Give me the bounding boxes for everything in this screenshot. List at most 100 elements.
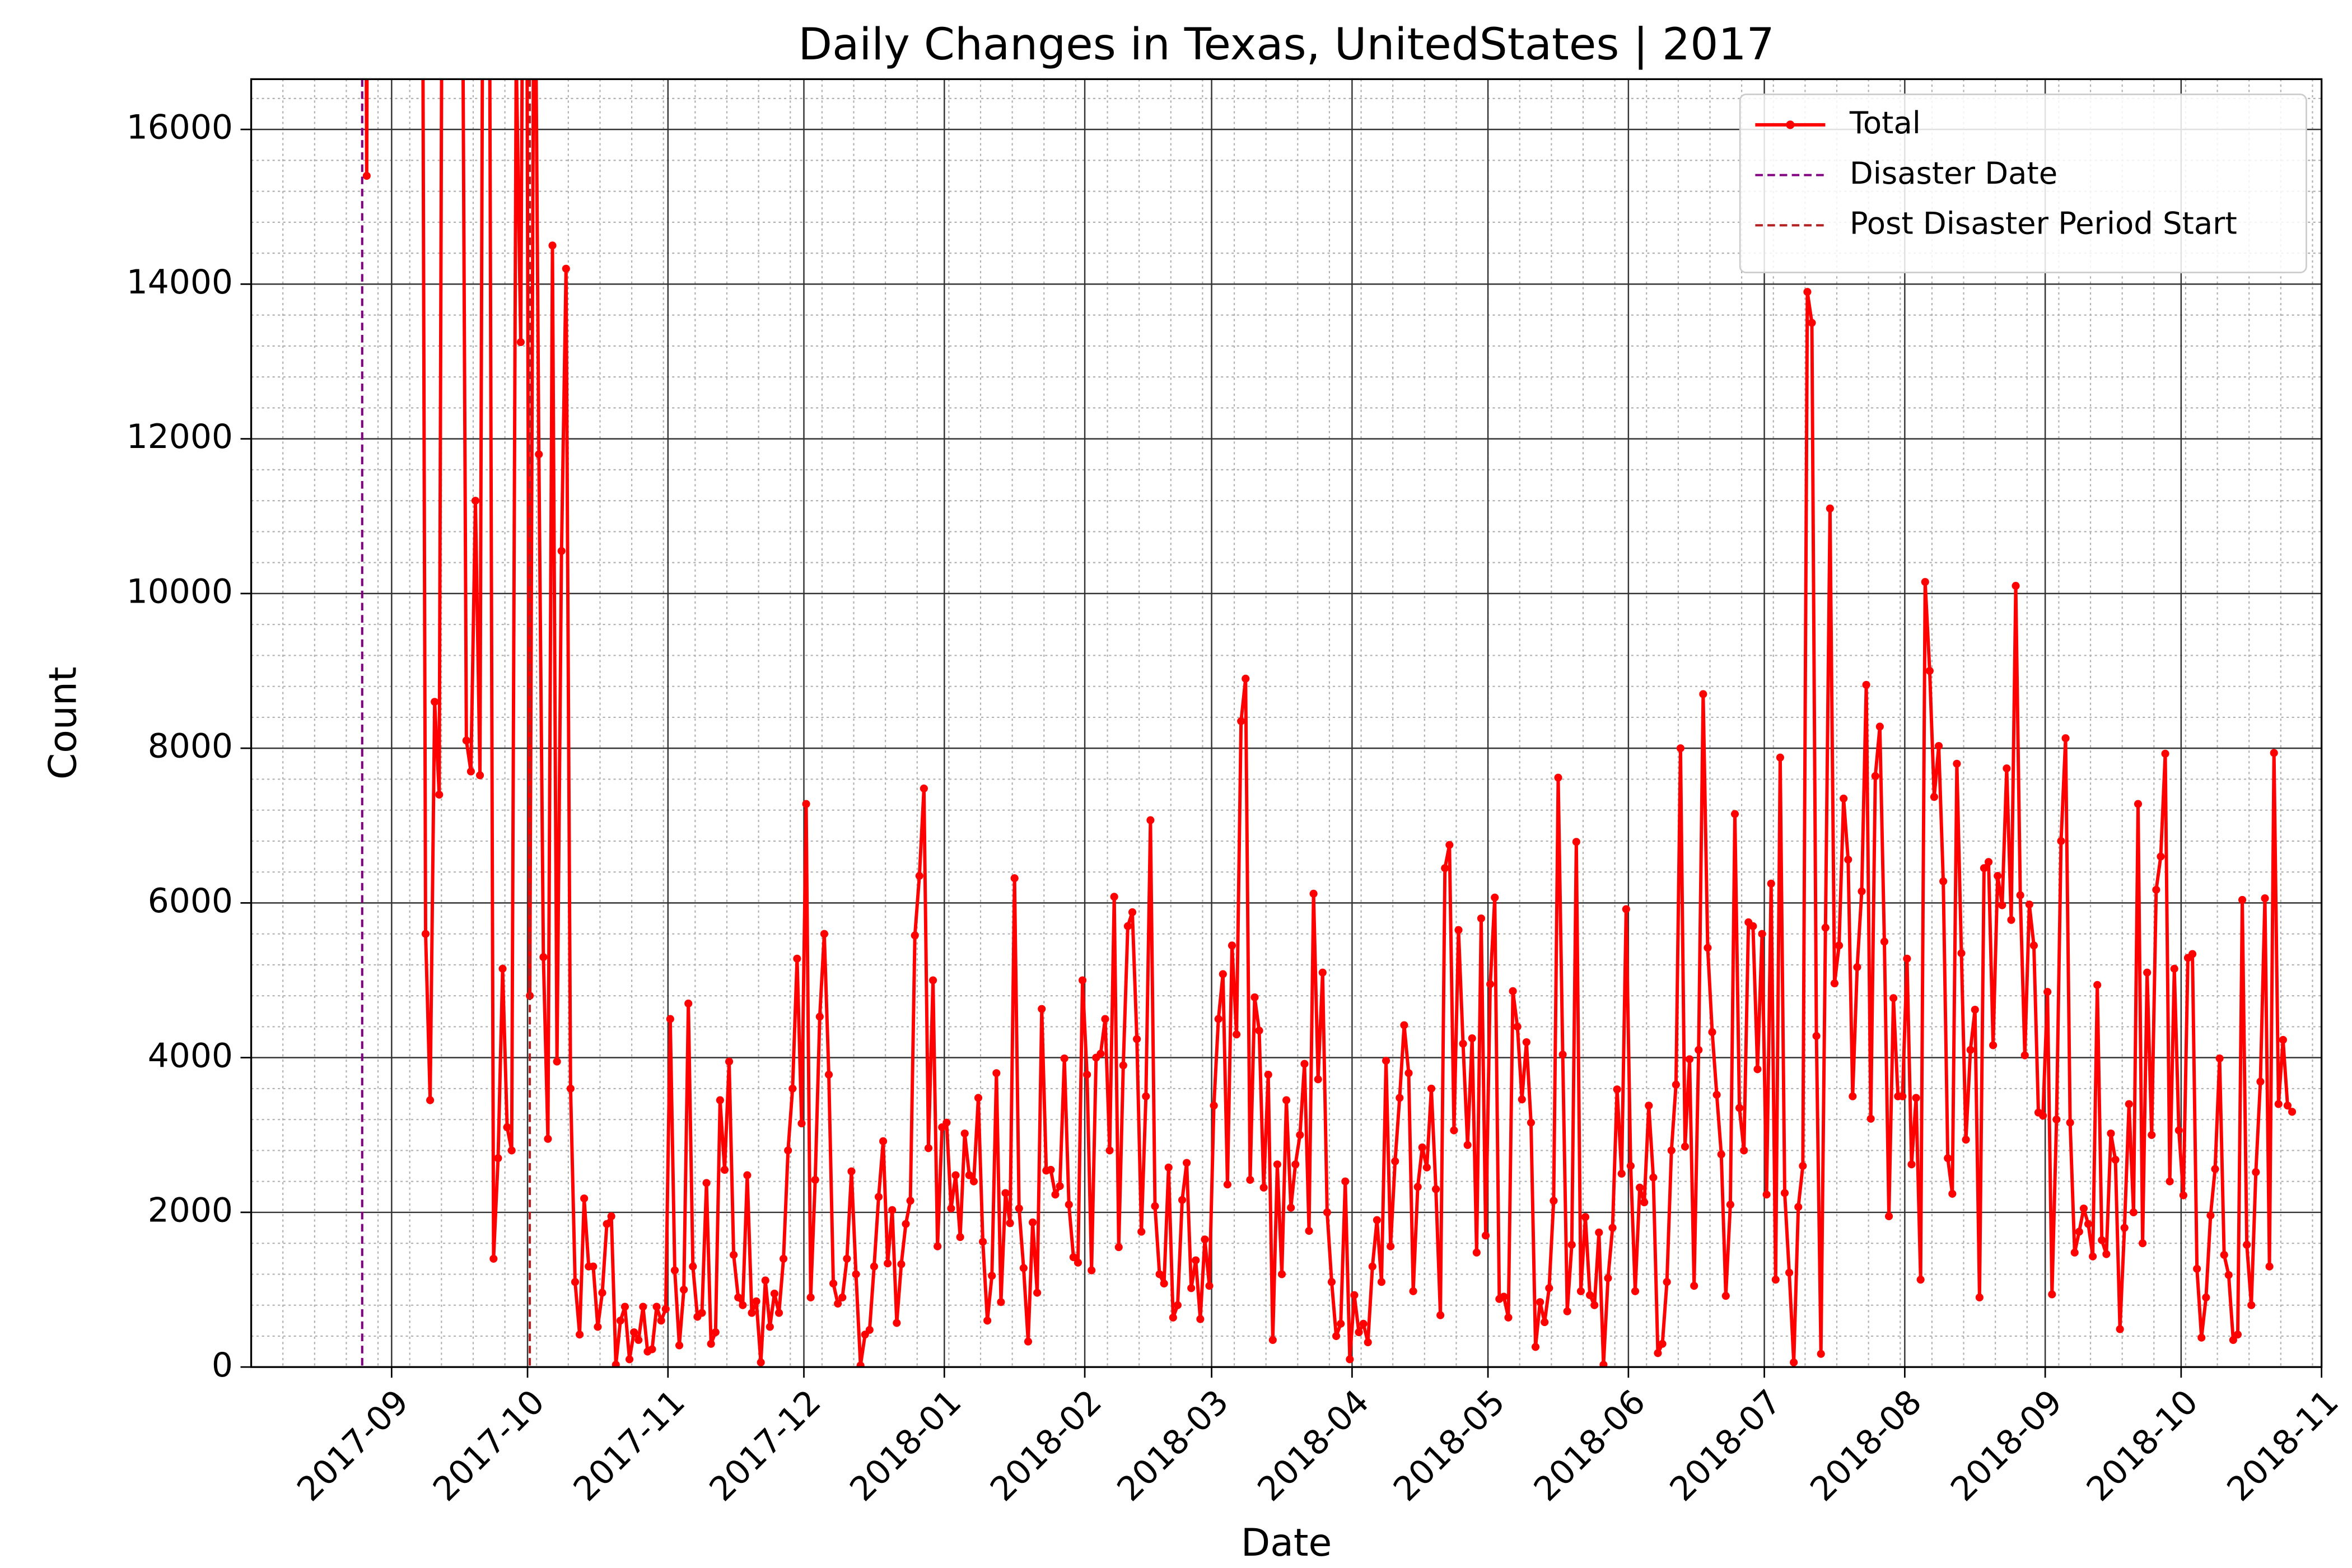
point bbox=[1396, 1094, 1404, 1102]
point bbox=[1550, 1197, 1558, 1205]
point bbox=[884, 1259, 892, 1268]
x-tick-label: 2017-12 bbox=[702, 1382, 828, 1509]
point bbox=[2193, 1264, 2201, 1273]
point bbox=[2043, 988, 2052, 996]
point bbox=[1753, 1065, 1762, 1074]
point bbox=[870, 1262, 878, 1271]
point bbox=[1173, 1301, 1182, 1309]
point bbox=[1953, 759, 1961, 768]
point bbox=[1957, 949, 1966, 958]
point bbox=[1214, 1015, 1222, 1023]
point bbox=[1536, 1298, 1544, 1306]
point bbox=[1966, 1046, 1975, 1054]
point bbox=[1133, 1035, 1141, 1043]
point bbox=[852, 1270, 860, 1278]
point bbox=[761, 1276, 769, 1285]
point bbox=[1622, 905, 1630, 913]
point bbox=[1459, 1039, 1467, 1048]
point bbox=[1821, 923, 1830, 932]
point bbox=[639, 1303, 647, 1311]
point bbox=[1314, 1075, 1322, 1084]
point bbox=[824, 1070, 833, 1079]
point bbox=[1491, 893, 1499, 902]
point bbox=[843, 1254, 851, 1263]
point bbox=[739, 1301, 747, 1309]
point bbox=[1721, 1292, 1730, 1300]
point bbox=[2111, 1155, 2120, 1164]
point bbox=[1282, 1096, 1291, 1104]
point bbox=[1359, 1319, 1368, 1328]
x-tick-label: 2017-11 bbox=[566, 1382, 693, 1509]
point bbox=[603, 1220, 611, 1228]
x-tick-label: 2018-11 bbox=[2220, 1382, 2346, 1509]
point bbox=[1604, 1274, 1612, 1282]
point bbox=[1889, 994, 1898, 1002]
point bbox=[1518, 1095, 1526, 1104]
point bbox=[1704, 944, 1712, 952]
point bbox=[1477, 914, 1486, 923]
point bbox=[1246, 1175, 1254, 1184]
point bbox=[1151, 1202, 1159, 1210]
point bbox=[1984, 858, 1993, 866]
point bbox=[2125, 1100, 2133, 1108]
point bbox=[802, 800, 810, 808]
point bbox=[951, 1171, 960, 1179]
point bbox=[1242, 674, 1250, 683]
point bbox=[571, 1278, 580, 1286]
point bbox=[1264, 1070, 1272, 1079]
point bbox=[2052, 1116, 2061, 1124]
point bbox=[2252, 1168, 2260, 1177]
point bbox=[1110, 893, 1118, 901]
point bbox=[752, 1297, 760, 1305]
point bbox=[1645, 1102, 1653, 1110]
point bbox=[1595, 1228, 1603, 1236]
point bbox=[2202, 1293, 2210, 1301]
point bbox=[2179, 1191, 2187, 1200]
point bbox=[1858, 887, 1866, 895]
x-tick-label: 2018-07 bbox=[1662, 1382, 1789, 1509]
point bbox=[2048, 1290, 2056, 1299]
point bbox=[1164, 1163, 1173, 1172]
point bbox=[1785, 1268, 1794, 1277]
point bbox=[2148, 1131, 2156, 1139]
y-axis-label: Count bbox=[41, 666, 85, 780]
point bbox=[675, 1341, 684, 1350]
point bbox=[1930, 793, 1939, 801]
point bbox=[865, 1326, 874, 1334]
point bbox=[1296, 1131, 1304, 1139]
point bbox=[2016, 891, 2024, 899]
point bbox=[1799, 1161, 1807, 1170]
point bbox=[1364, 1338, 1372, 1347]
point bbox=[1558, 1051, 1567, 1059]
point bbox=[1826, 504, 1834, 513]
point bbox=[1708, 1028, 1716, 1037]
point bbox=[1119, 1061, 1127, 1070]
point bbox=[707, 1340, 715, 1348]
point bbox=[888, 1206, 897, 1214]
point bbox=[1916, 1276, 1925, 1284]
point bbox=[1875, 722, 1884, 731]
point bbox=[1898, 1092, 1907, 1100]
point bbox=[462, 736, 470, 745]
point bbox=[2188, 950, 2197, 958]
point bbox=[829, 1279, 838, 1288]
point bbox=[1980, 864, 1989, 872]
y-tick-label: 2000 bbox=[148, 1191, 233, 1230]
point bbox=[666, 1015, 674, 1023]
point bbox=[1355, 1328, 1363, 1337]
point bbox=[1441, 864, 1449, 872]
point bbox=[1183, 1159, 1191, 1167]
point bbox=[476, 771, 484, 780]
point bbox=[1921, 578, 1929, 586]
y-tick-label: 0 bbox=[212, 1346, 233, 1385]
point bbox=[1069, 1253, 1077, 1262]
point bbox=[1994, 871, 2002, 880]
point bbox=[1871, 772, 1879, 780]
point bbox=[743, 1171, 752, 1179]
point bbox=[1387, 1242, 1395, 1250]
point bbox=[2134, 800, 2143, 808]
x-tick-label: 2018-09 bbox=[1943, 1382, 2070, 1509]
point bbox=[1273, 1160, 1281, 1169]
point bbox=[1749, 922, 1757, 930]
